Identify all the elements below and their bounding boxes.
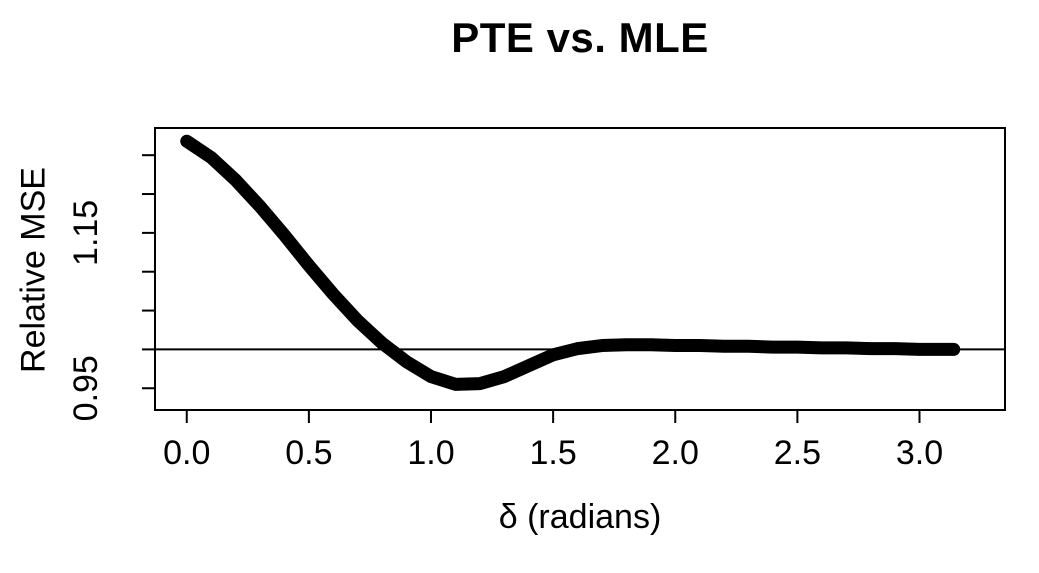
pte-mse-curve (180, 134, 961, 391)
x-tick-label: 1.0 (407, 434, 454, 472)
chart-title: PTE vs. MLE (451, 14, 709, 61)
x-tick-label: 0.5 (285, 434, 332, 472)
x-tick-label: 1.5 (529, 434, 576, 472)
y-tick-label: 1.15 (67, 200, 105, 266)
x-tick-label: 0.0 (163, 434, 210, 472)
y-axis-title: Relative MSE (14, 167, 53, 373)
y-tick-label: 0.95 (67, 355, 105, 421)
x-axis-title: δ (radians) (498, 498, 662, 536)
x-tick-label: 3.0 (896, 434, 943, 472)
x-tick-label: 2.5 (774, 434, 821, 472)
plot-box (154, 127, 1006, 411)
x-tick-label: 2.0 (652, 434, 699, 472)
